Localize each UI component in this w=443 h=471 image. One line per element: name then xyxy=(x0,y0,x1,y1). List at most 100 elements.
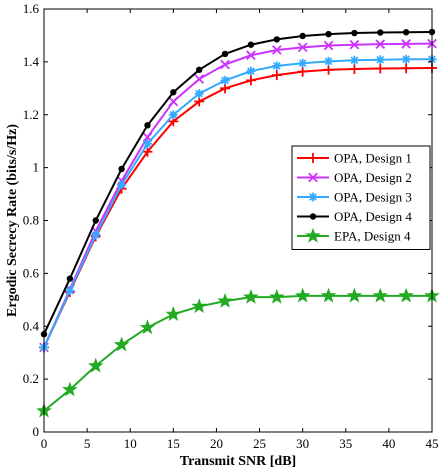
data-point xyxy=(372,287,389,303)
data-point xyxy=(243,289,259,304)
data-point xyxy=(299,32,306,40)
legend-entry: OPA, Design 3 xyxy=(297,190,412,205)
y-axis-label: Ergodic Secrecy Rate (bits/s/Hz) xyxy=(5,124,20,317)
data-point xyxy=(144,122,151,129)
x-tick-label: 15 xyxy=(167,436,180,451)
y-tick-label: 0.4 xyxy=(23,318,40,333)
data-point xyxy=(66,275,74,282)
x-tick-label: 5 xyxy=(84,436,91,451)
data-point xyxy=(191,298,207,314)
y-tick-label: 1.6 xyxy=(23,1,40,16)
data-point xyxy=(220,59,230,70)
data-point xyxy=(142,146,153,157)
series-line xyxy=(43,66,433,348)
data-point xyxy=(375,55,385,65)
data-point xyxy=(62,381,78,397)
legend-marker xyxy=(309,213,317,220)
legend-entry: OPA, Design 2 xyxy=(297,170,412,185)
legend-label: EPA, Design 4 xyxy=(334,229,411,244)
y-tick-label: 0 xyxy=(33,424,40,439)
data-point xyxy=(194,96,205,107)
x-tick-label: 30 xyxy=(296,436,309,451)
series-line xyxy=(43,58,432,348)
legend-marker xyxy=(305,227,321,243)
x-tick-label: 25 xyxy=(253,436,266,451)
data-point xyxy=(87,357,104,373)
data-point xyxy=(217,292,233,308)
data-point xyxy=(247,41,255,48)
data-point xyxy=(221,50,229,58)
data-point xyxy=(142,139,152,149)
data-point xyxy=(349,55,359,65)
y-tick-label: 0.8 xyxy=(23,213,39,228)
data-point xyxy=(273,36,280,43)
data-point xyxy=(351,29,358,37)
data-point xyxy=(92,217,99,224)
x-tick-label: 35 xyxy=(339,436,352,451)
data-point xyxy=(168,96,179,107)
data-point xyxy=(246,66,256,76)
x-axis-label: Transmit SNR [dB] xyxy=(180,454,296,469)
data-point xyxy=(271,45,282,55)
data-point xyxy=(246,50,256,61)
data-point xyxy=(346,287,363,303)
legend-label: OPA, Design 3 xyxy=(334,190,412,205)
y-tick-label: 1.2 xyxy=(23,107,39,122)
data-point xyxy=(117,180,127,190)
x-tick-label: 45 xyxy=(426,436,439,451)
legend-marker xyxy=(308,172,318,183)
data-point xyxy=(401,39,411,49)
legend-entry: EPA, Design 4 xyxy=(297,227,411,244)
data-point xyxy=(398,287,414,303)
legend-marker xyxy=(308,153,318,163)
data-point xyxy=(220,83,231,94)
data-point xyxy=(194,74,205,84)
data-point xyxy=(271,70,282,81)
data-point xyxy=(324,56,334,66)
data-point xyxy=(168,110,178,120)
y-tick-label: 0.6 xyxy=(23,265,40,280)
data-point xyxy=(65,286,75,296)
legend-label: OPA, Design 1 xyxy=(334,151,412,166)
data-point xyxy=(297,42,308,53)
data-point xyxy=(377,29,384,36)
data-point xyxy=(272,61,282,71)
series-4 xyxy=(40,28,436,338)
legend: OPA, Design 1 OPA, Design 2 OPA, Design 3 O… xyxy=(291,145,431,250)
data-point xyxy=(402,29,410,36)
data-point xyxy=(349,39,360,50)
data-point xyxy=(165,306,182,321)
data-point xyxy=(297,66,308,77)
x-tick-label: 0 xyxy=(41,436,48,451)
data-point xyxy=(139,319,156,335)
y-tick-label: 1.4 xyxy=(23,54,40,69)
data-point xyxy=(320,287,337,303)
legend-entry: OPA, Design 1 xyxy=(297,151,412,166)
data-point xyxy=(323,64,334,75)
data-point xyxy=(375,39,386,49)
data-point xyxy=(194,89,204,99)
data-point xyxy=(196,66,203,74)
series-line xyxy=(43,294,432,412)
y-tick-label: 0.2 xyxy=(23,371,39,386)
data-point xyxy=(170,89,177,96)
data-point xyxy=(113,336,130,352)
series-line xyxy=(43,42,433,348)
data-point xyxy=(269,289,285,304)
data-point xyxy=(118,165,125,173)
data-point xyxy=(401,63,412,74)
data-point xyxy=(220,75,230,85)
data-point xyxy=(245,75,256,86)
data-point xyxy=(349,64,360,75)
data-point xyxy=(91,230,101,240)
y-tick-label: 1 xyxy=(33,160,40,175)
data-point xyxy=(298,58,308,68)
data-point xyxy=(323,40,334,51)
x-tick-label: 20 xyxy=(210,436,223,451)
x-tick-label: 40 xyxy=(382,436,395,451)
legend-label: OPA, Design 2 xyxy=(334,170,412,185)
ticks-layer: 0 5 10 15 20 25 30 35 40 45 0 0.2 0.4 0.6 0.8 1 1.2 1.4 1.… xyxy=(23,1,439,451)
legend-entry: OPA, Design 4 xyxy=(297,209,412,224)
data-point xyxy=(294,287,311,303)
